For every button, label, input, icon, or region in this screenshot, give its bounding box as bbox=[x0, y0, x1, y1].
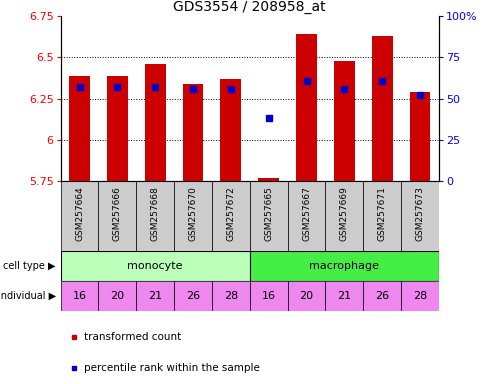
Bar bbox=[287, 181, 325, 251]
Text: GSM257666: GSM257666 bbox=[113, 186, 121, 241]
Bar bbox=[60, 181, 98, 251]
Bar bbox=[98, 281, 136, 311]
Bar bbox=[145, 64, 165, 181]
Bar bbox=[363, 181, 400, 251]
Bar bbox=[249, 251, 438, 281]
Bar bbox=[174, 181, 212, 251]
Bar bbox=[98, 181, 136, 251]
Bar bbox=[325, 281, 363, 311]
Text: GSM257673: GSM257673 bbox=[415, 186, 424, 241]
Bar bbox=[107, 76, 127, 181]
Bar bbox=[249, 181, 287, 251]
Text: 26: 26 bbox=[374, 291, 389, 301]
Text: GSM257664: GSM257664 bbox=[75, 186, 84, 241]
Bar bbox=[69, 76, 90, 181]
Text: GSM257667: GSM257667 bbox=[302, 186, 310, 241]
Text: 28: 28 bbox=[223, 291, 238, 301]
Text: GSM257671: GSM257671 bbox=[377, 186, 386, 241]
Bar bbox=[72, 366, 76, 370]
Bar bbox=[174, 281, 212, 311]
Text: 21: 21 bbox=[148, 291, 162, 301]
Text: 16: 16 bbox=[73, 291, 86, 301]
Bar bbox=[72, 334, 76, 339]
Bar bbox=[136, 181, 174, 251]
Bar bbox=[325, 181, 363, 251]
Bar bbox=[409, 92, 429, 181]
Bar bbox=[333, 61, 354, 181]
Bar bbox=[136, 281, 174, 311]
Text: 16: 16 bbox=[261, 291, 275, 301]
Text: 21: 21 bbox=[336, 291, 351, 301]
Text: percentile rank within the sample: percentile rank within the sample bbox=[84, 363, 259, 373]
Text: macrophage: macrophage bbox=[309, 261, 378, 271]
Text: GSM257668: GSM257668 bbox=[151, 186, 159, 241]
Bar bbox=[363, 281, 400, 311]
Text: 20: 20 bbox=[299, 291, 313, 301]
Text: GSM257670: GSM257670 bbox=[188, 186, 197, 241]
Text: GSM257665: GSM257665 bbox=[264, 186, 272, 241]
Bar bbox=[220, 79, 241, 181]
Bar bbox=[287, 281, 325, 311]
Bar bbox=[60, 281, 98, 311]
Text: individual ▶: individual ▶ bbox=[0, 291, 56, 301]
Text: 26: 26 bbox=[185, 291, 200, 301]
Bar bbox=[182, 84, 203, 181]
Text: cell type ▶: cell type ▶ bbox=[3, 261, 56, 271]
Text: GSM257669: GSM257669 bbox=[339, 186, 348, 241]
Bar bbox=[400, 281, 438, 311]
Bar bbox=[212, 181, 249, 251]
Bar bbox=[258, 178, 278, 181]
Text: 28: 28 bbox=[412, 291, 426, 301]
Bar bbox=[212, 281, 249, 311]
Text: transformed count: transformed count bbox=[84, 332, 181, 342]
Title: GDS3554 / 208958_at: GDS3554 / 208958_at bbox=[173, 0, 325, 14]
Text: 20: 20 bbox=[110, 291, 124, 301]
Bar bbox=[400, 181, 438, 251]
Bar bbox=[249, 281, 287, 311]
Bar bbox=[296, 34, 316, 181]
Bar bbox=[371, 36, 392, 181]
Text: monocyte: monocyte bbox=[127, 261, 182, 271]
Text: GSM257672: GSM257672 bbox=[226, 186, 235, 241]
Bar bbox=[60, 251, 249, 281]
